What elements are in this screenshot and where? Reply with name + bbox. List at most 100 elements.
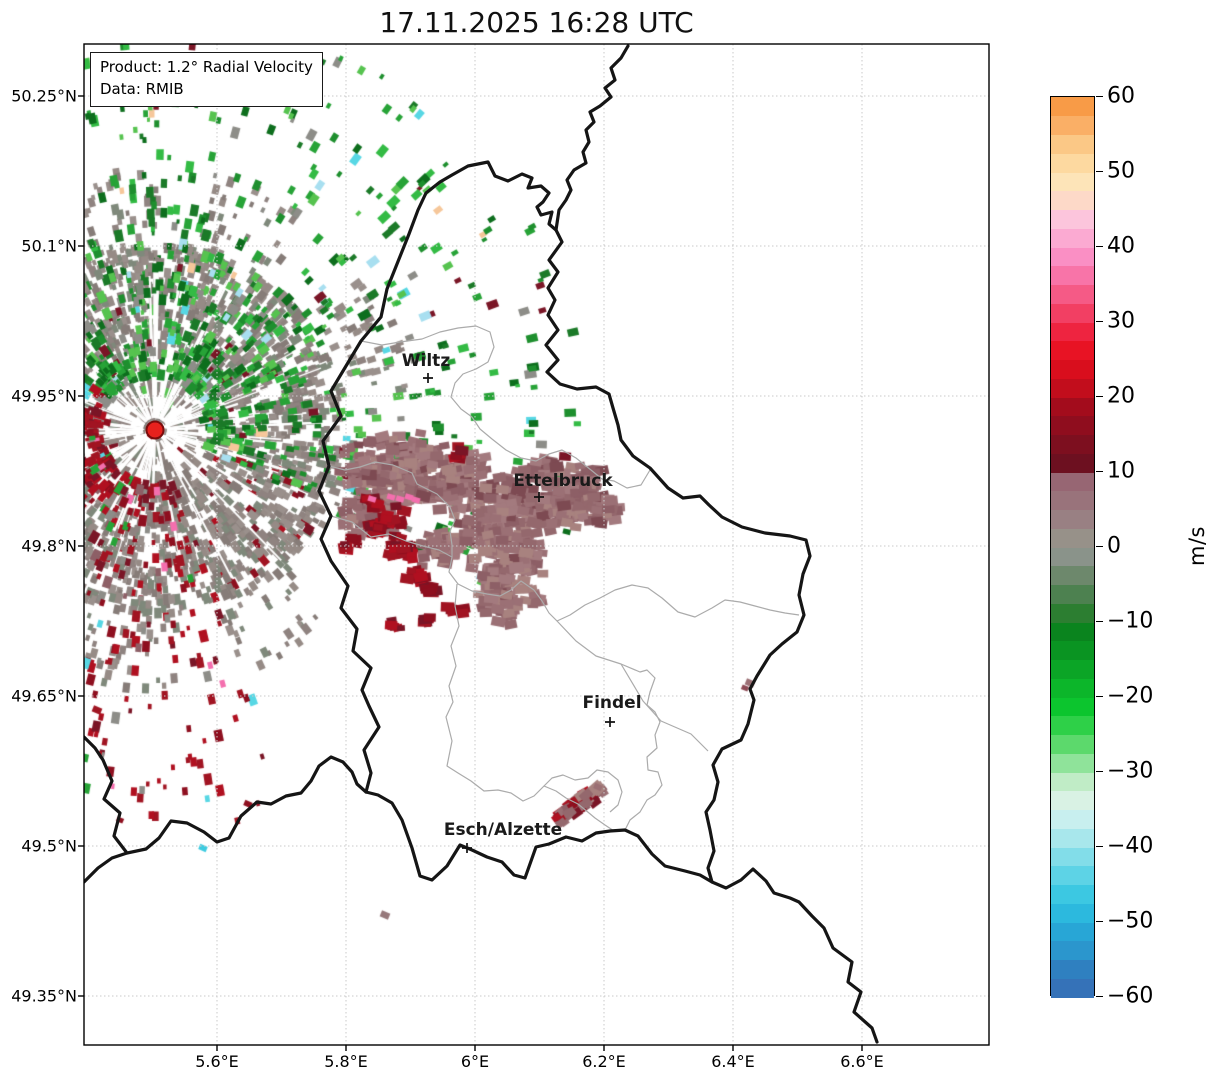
colorbar-segment [1051, 809, 1094, 829]
colorbar-tick [1096, 96, 1103, 97]
colorbar-tick [1096, 771, 1103, 772]
colorbar-segment [1051, 884, 1094, 904]
x-tick-label: 6°E [460, 1052, 490, 1071]
x-tick-label: 6.4°E [711, 1052, 755, 1071]
colorbar-segment [1051, 547, 1094, 567]
y-tick-label: 50.25°N [11, 86, 77, 106]
colorbar-tick-label: 50 [1107, 158, 1135, 184]
country-borders [84, 44, 879, 1044]
colorbar-tick [1096, 246, 1103, 247]
colorbar-segment [1051, 453, 1094, 473]
y-tick-label: 49.35°N [11, 986, 77, 1006]
colorbar-tick [1096, 546, 1103, 547]
radar-echo-canvas [84, 44, 989, 1045]
colorbar-tick-label: −50 [1107, 908, 1154, 934]
colorbar-tick [1096, 621, 1103, 622]
y-tick-label: 49.8°N [21, 536, 77, 556]
colorbar-segment [1051, 922, 1094, 942]
colorbar-tick-label: 30 [1107, 308, 1135, 334]
colorbar-segment [1051, 509, 1094, 529]
colorbar-tick [1096, 321, 1103, 322]
colorbar-tick [1096, 471, 1103, 472]
district-borders [328, 325, 800, 832]
colorbar-segment [1051, 265, 1094, 286]
city-plus-marker [462, 843, 472, 853]
colorbar-segment [1051, 397, 1094, 417]
colorbar-segment [1051, 284, 1094, 304]
city-label-wiltz: Wiltz [401, 351, 451, 371]
axis-tick-marks [78, 95, 863, 1051]
colorbar-segment [1051, 847, 1094, 867]
colorbar-segment [1051, 772, 1094, 792]
radar-site-marker [145, 420, 165, 440]
colorbar-segment [1051, 697, 1094, 717]
colorbar-segment [1051, 603, 1094, 623]
colorbar-tick [1096, 996, 1103, 997]
border-france-edge [84, 851, 129, 884]
city-label-ettelbruck: Ettelbruck [513, 471, 613, 491]
colorbar-segment [1051, 640, 1094, 661]
colorbar-tick-label: 20 [1107, 383, 1135, 409]
colorbar-tick-label: −60 [1107, 983, 1154, 1009]
colorbar-segment [1051, 340, 1094, 361]
colorbar-segment [1051, 678, 1094, 698]
colorbar-tick-label: −40 [1107, 833, 1154, 859]
colorbar-segment [1051, 359, 1094, 379]
colorbar-tick-label: −10 [1107, 608, 1154, 634]
product-info-line2: Data: RMIB [100, 79, 184, 98]
colorbar-tick-label: −20 [1107, 683, 1154, 709]
city-plus-marker [534, 492, 544, 502]
colorbar-tick [1096, 846, 1103, 847]
colorbar-segment [1051, 134, 1094, 154]
figure-title: 17.11.2025 16:28 UTC [379, 6, 694, 39]
city-plus-marker [605, 717, 615, 727]
velocity-colorbar [1050, 96, 1095, 998]
y-tick-label: 49.65°N [11, 686, 77, 706]
colorbar-tick-label: 40 [1107, 233, 1135, 259]
colorbar-segment [1051, 378, 1094, 398]
colorbar-segment [1051, 209, 1094, 229]
border-france-germany [710, 867, 879, 1044]
colorbar-segment [1051, 659, 1094, 679]
colorbar-segment [1051, 190, 1094, 211]
colorbar-segment [1051, 865, 1094, 886]
colorbar-segment [1051, 247, 1094, 267]
colorbar-segment [1051, 753, 1094, 773]
border-luxembourg [317, 160, 812, 884]
y-tick-label: 49.95°N [11, 386, 77, 406]
colorbar-segment [1051, 828, 1094, 848]
colorbar-tick [1096, 171, 1103, 172]
colorbar-segment [1051, 903, 1094, 923]
colorbar-segment [1051, 172, 1094, 192]
colorbar-segment [1051, 434, 1094, 454]
colorbar-tick-label: 0 [1107, 533, 1121, 559]
colorbar-segment [1051, 472, 1094, 492]
product-info-line1: Product: 1.2° Radial Velocity [100, 58, 313, 76]
x-tick-label: 6.6°E [840, 1052, 884, 1071]
x-tick-label: 5.6°E [195, 1052, 239, 1071]
colorbar-segment [1051, 978, 1094, 998]
colorbar-tick-label: −30 [1107, 758, 1154, 784]
colorbar-tick [1096, 696, 1103, 697]
colorbar-segment [1051, 228, 1094, 248]
product-info-box: Product: 1.2° Radial Velocity Data: RMIB [90, 52, 323, 107]
colorbar-segment [1051, 490, 1094, 511]
city-label-esch-alzette: Esch/Alzette [443, 820, 563, 840]
y-tick-label: 49.5°N [21, 836, 77, 856]
colorbar-tick [1096, 921, 1103, 922]
colorbar-segment [1051, 322, 1094, 342]
city-label-findel: Findel [582, 693, 642, 713]
x-tick-label: 6.2°E [582, 1052, 626, 1071]
colorbar-segment [1051, 528, 1094, 548]
city-markers [423, 373, 615, 853]
colorbar-tick [1096, 396, 1103, 397]
border-belgium-france [84, 735, 368, 855]
colorbar-segment [1051, 715, 1094, 736]
colorbar-tick-label: 10 [1107, 458, 1135, 484]
colorbar-segment [1051, 153, 1094, 173]
colorbar-segment [1051, 790, 1094, 811]
grid-lines [84, 44, 989, 1045]
colorbar-segment [1051, 97, 1094, 117]
